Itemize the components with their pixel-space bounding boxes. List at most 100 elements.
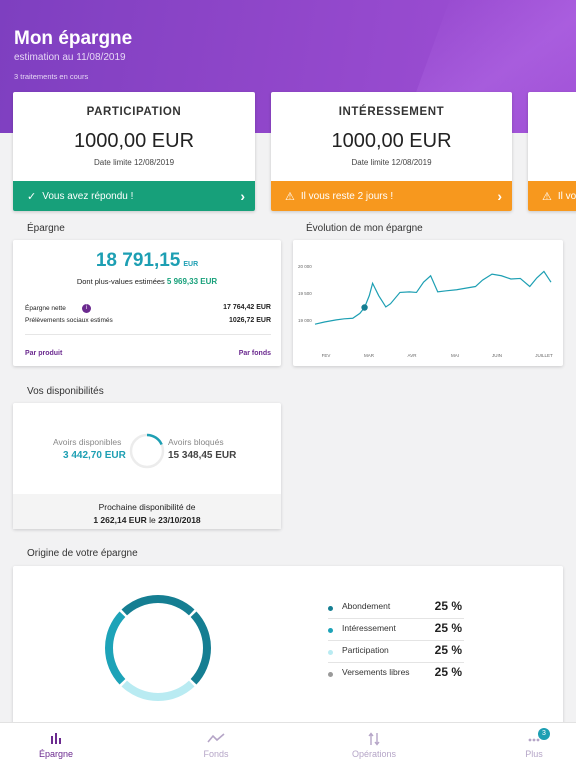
donut-segment-intéressement <box>190 611 211 685</box>
plus-values-label: Dont plus-values estimées <box>76 277 165 286</box>
highlight-point[interactable] <box>361 304 368 311</box>
donut-segment-participation <box>121 680 195 701</box>
x-tick-label: MAI <box>451 353 459 358</box>
check-icon: ✓ <box>27 190 37 203</box>
legend-pct: 25 % <box>434 621 462 635</box>
plan-status-text: Il vous <box>557 190 576 202</box>
x-tick-label: FEV <box>322 353 331 358</box>
legend-row-abondement: Abondement 25 % <box>328 598 464 619</box>
epargne-nette-label: Épargne nette <box>25 305 66 313</box>
epargne-nette-row: Épargne nette i 17 764,42 EUR <box>25 304 271 313</box>
avoirs-disponibles-value: 3 442,70 EUR <box>63 450 126 461</box>
donut-segment-versements-libres <box>105 611 126 685</box>
section-title-evolution: Évolution de mon épargne <box>306 223 423 234</box>
legend-row-interessement: Intéressement 25 % <box>328 620 464 641</box>
x-tick-label: JUILLET <box>535 353 553 358</box>
donut-segment-abondement <box>121 595 195 616</box>
prelevements-row: Prélèvements sociaux estimés 1026,72 EUR <box>25 317 271 324</box>
x-tick-label: JUIN <box>492 353 502 358</box>
legend-name: Participation <box>342 645 389 655</box>
info-icon[interactable]: i <box>81 304 91 313</box>
par-produit-link[interactable]: Par produit <box>25 350 63 357</box>
evolution-line-chart[interactable]: 20 000 19 500 19 000 FEV MAR AVR MAI JUIN JUILLE… <box>293 240 563 366</box>
next-availability-amount: 1 262,14 EUR <box>93 515 147 525</box>
donut-available-arc <box>129 433 165 469</box>
avoirs-bloques-value: 15 348,45 EUR <box>168 450 237 461</box>
next-availability-detail: 1 262,14 EUR le 23/10/2018 <box>13 514 281 527</box>
next-availability-label: Prochaine disponibilité de <box>98 502 196 512</box>
transfer-arrows-icon <box>334 732 414 748</box>
tab-epargne[interactable]: Épargne <box>16 723 96 768</box>
legend-dot <box>328 628 333 633</box>
evolution-card[interactable]: 20 000 19 500 19 000 FEV MAR AVR MAI JUIN JUILLE… <box>293 240 563 366</box>
plan-amount: 1000,00 EUR <box>331 130 452 152</box>
next-availability-date: 23/10/2018 <box>158 515 201 525</box>
bottom-tab-bar: Épargne Fonds Opérations 3 Plus <box>0 722 576 768</box>
y-tick-label: 19 500 <box>298 291 312 296</box>
legend-dot <box>328 672 333 677</box>
avoirs-bloques-label: Avoirs bloqués <box>168 437 224 447</box>
estimation-date: estimation au 11/08/2019 <box>14 52 126 63</box>
legend-row-versements: Versements libres 25 % <box>328 664 464 685</box>
tab-label: Fonds <box>203 749 229 759</box>
plus-values: Dont plus-values estimées 5 969,33 EUR <box>13 277 281 286</box>
legend-row-participation: Participation 25 % <box>328 642 464 663</box>
next-availability-connector: le <box>149 515 156 525</box>
plan-amount: 1000,00 EUR <box>73 130 195 152</box>
plan-status-text: Il vous reste 2 jours ! <box>300 190 394 202</box>
plan-card-partial[interactable]: ⚠ Il vous <box>528 92 576 211</box>
origin-donut-chart <box>105 595 211 701</box>
y-tick-label: 20 000 <box>298 264 312 269</box>
chevron-right-icon: › <box>497 188 502 204</box>
pending-operations[interactable]: 3 traitements en cours <box>14 72 89 81</box>
chevron-right-icon: › <box>240 188 245 204</box>
warning-icon: ⚠ <box>285 190 295 203</box>
x-tick-label: MAR <box>364 353 375 358</box>
page-title: Mon épargne <box>14 28 133 49</box>
plan-card-interessement[interactable]: INTÉRESSEMENT 1000,00 EUR Date limite 12… <box>271 92 512 211</box>
plan-title: PARTICIPATION <box>86 106 182 118</box>
disponibilites-card[interactable]: Avoirs disponibles 3 442,70 EUR Avoirs b… <box>13 403 281 529</box>
tab-label: Épargne <box>38 749 74 759</box>
tab-fonds[interactable]: Fonds <box>176 723 256 768</box>
epargne-total: 18 791,15 EUR <box>13 250 281 272</box>
plan-status-bar[interactable]: ✓ Vous avez répondu ! › <box>13 181 255 211</box>
plus-values-value: 5 969,33 EUR <box>166 277 218 286</box>
section-title-epargne: Épargne <box>27 223 65 234</box>
next-availability: Prochaine disponibilité de 1 262,14 EUR … <box>13 494 281 529</box>
tab-operations[interactable]: Opérations <box>334 723 414 768</box>
trend-line-icon <box>176 732 256 748</box>
plan-deadline: Date limite 12/08/2019 <box>351 158 432 167</box>
warning-icon: ⚠ <box>542 190 552 203</box>
par-fonds-link[interactable]: Par fonds <box>238 350 271 357</box>
tab-plus[interactable]: 3 Plus <box>494 723 574 768</box>
avoirs-disponibles-label: Avoirs disponibles <box>53 437 122 447</box>
notification-badge: 3 <box>538 728 550 740</box>
bar-chart-icon <box>16 732 96 748</box>
divider <box>25 334 271 335</box>
availability-donut <box>129 433 165 469</box>
prelevements-label: Prélèvements sociaux estimés <box>25 317 113 324</box>
tab-label: Opérations <box>351 749 397 759</box>
plan-status-bar[interactable]: ⚠ Il vous <box>528 181 576 211</box>
legend-pct: 25 % <box>434 599 462 613</box>
tab-label: Plus <box>525 749 543 759</box>
y-tick-label: 19 000 <box>298 318 312 323</box>
legend-pct: 25 % <box>434 643 462 657</box>
epargne-currency: EUR <box>183 261 199 268</box>
legend-name: Versements libres <box>342 667 410 677</box>
epargne-card: 18 791,15 EUR Dont plus-values estimées 5… <box>13 240 281 366</box>
section-title-disponibilites: Vos disponibilités <box>27 386 104 397</box>
legend-pct: 25 % <box>434 665 462 679</box>
legend-name: Abondement <box>342 601 391 611</box>
legend-dot <box>328 650 333 655</box>
plan-status-bar[interactable]: ⚠ Il vous reste 2 jours ! › <box>271 181 512 211</box>
plan-card-participation[interactable]: PARTICIPATION 1000,00 EUR Date limite 12… <box>13 92 255 211</box>
plan-status-text: Vous avez répondu ! <box>42 190 134 202</box>
plan-deadline: Date limite 12/08/2019 <box>93 158 175 167</box>
epargne-nette-value: 17 764,42 EUR <box>223 304 271 311</box>
plan-title: INTÉRESSEMENT <box>338 106 445 118</box>
x-tick-label: AVR <box>408 353 418 358</box>
prelevements-value: 1026,72 EUR <box>228 317 271 324</box>
series-line <box>314 270 552 325</box>
